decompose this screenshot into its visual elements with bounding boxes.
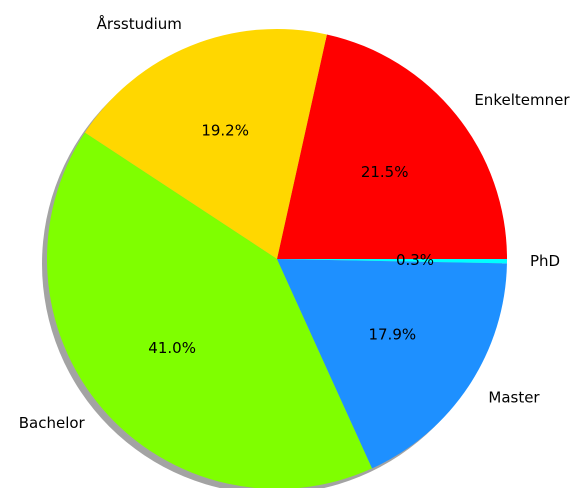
pie-slice <box>277 259 507 264</box>
pie-slice <box>47 132 373 488</box>
pie-slice <box>277 34 507 260</box>
pie-slice <box>277 259 507 469</box>
percent-label: 21.5% <box>361 163 409 181</box>
slice-label: Enkeltemner <box>474 91 570 109</box>
pie-slice <box>84 28 327 259</box>
percent-label: 0.3% <box>396 251 434 269</box>
percent-label: 41.0% <box>148 339 196 357</box>
percent-label: 17.9% <box>368 325 416 343</box>
percent-label: 19.2% <box>201 122 249 140</box>
slice-label: PhD <box>530 252 560 270</box>
slice-label: Master <box>488 389 540 407</box>
slice-label: Bachelor <box>19 414 86 432</box>
slice-label: Årsstudium <box>97 14 182 33</box>
